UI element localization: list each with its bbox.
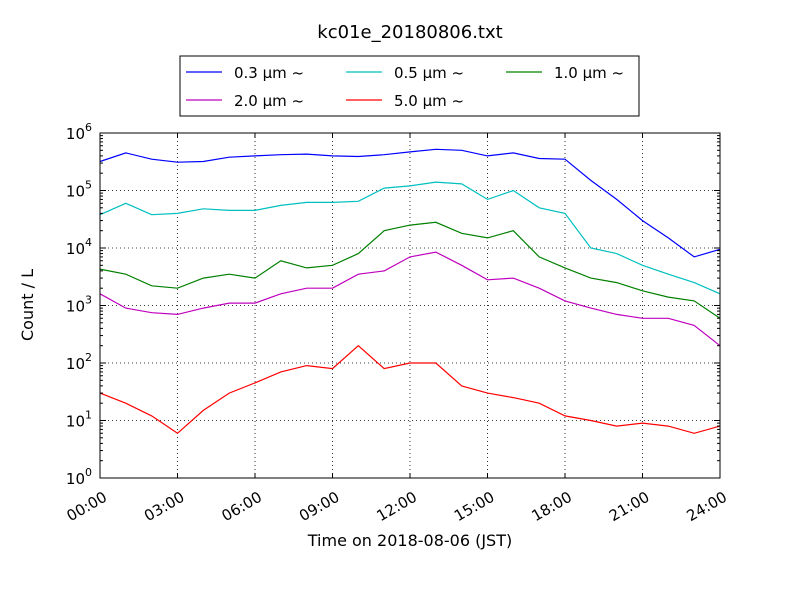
y-tick-label: 100 <box>66 466 92 488</box>
series-line-3 <box>99 221 721 319</box>
series-line-5 <box>99 344 721 435</box>
series-line-4 <box>99 251 721 347</box>
chart-title: kc01e_20180806.txt <box>317 22 502 43</box>
x-tick-label: 12:00 <box>374 488 420 525</box>
x-tick-label: 21:00 <box>606 488 652 525</box>
x-tick-label: 18:00 <box>529 488 575 525</box>
x-tick-label: 09:00 <box>296 488 342 525</box>
x-tick-label: 00:00 <box>64 488 110 525</box>
legend: 0.3 μm ~ 0.5 μm ~ 1.0 μm ~ 2.0 μm ~ 5.0 μm ~ <box>179 55 640 117</box>
y-tick-label: 101 <box>66 409 92 431</box>
y-tick-label: 102 <box>66 351 92 373</box>
grid <box>100 133 720 478</box>
y-tick-label: 106 <box>66 121 92 143</box>
legend-label: 5.0 μm ~ <box>394 92 464 110</box>
x-tick-label: 24:00 <box>684 488 730 525</box>
y-tick-label: 103 <box>66 294 92 316</box>
series-line-1 <box>99 148 721 258</box>
x-axis-label: Time on 2018-08-06 (JST) <box>307 531 512 550</box>
y-axis: 100 101 102 103 104 105 106 <box>66 121 720 488</box>
legend-box <box>179 55 640 117</box>
legend-label: 1.0 μm ~ <box>554 64 624 82</box>
legend-label: 0.5 μm ~ <box>394 64 464 82</box>
y-axis-label: Count / L <box>18 269 37 341</box>
x-tick-label: 06:00 <box>219 488 265 525</box>
x-tick-label: 15:00 <box>451 488 497 525</box>
legend-label: 2.0 μm ~ <box>234 92 304 110</box>
y-tick-label: 104 <box>66 236 92 258</box>
legend-label: 0.3 μm ~ <box>234 64 304 82</box>
x-axis: 00:00 03:00 06:00 09:00 12:00 15:00 18:00 21:00… <box>64 133 730 525</box>
series-lines <box>99 148 721 435</box>
y-tick-label: 105 <box>66 179 92 201</box>
x-tick-label: 03:00 <box>141 488 187 525</box>
series-line-2 <box>99 181 721 295</box>
